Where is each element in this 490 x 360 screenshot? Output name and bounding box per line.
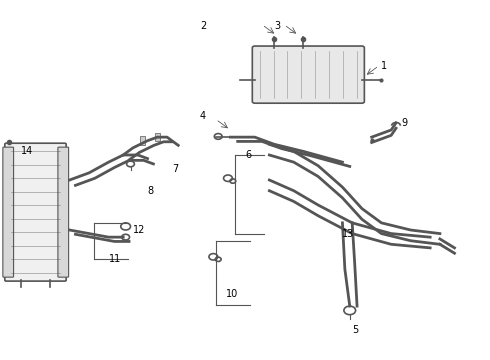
Text: 11: 11	[109, 253, 121, 264]
Text: 7: 7	[172, 164, 178, 174]
Bar	[140, 136, 145, 145]
FancyBboxPatch shape	[252, 46, 365, 103]
Text: 5: 5	[352, 325, 359, 335]
Text: 3: 3	[274, 21, 280, 31]
Text: 8: 8	[147, 186, 154, 196]
Text: 4: 4	[200, 111, 206, 121]
FancyBboxPatch shape	[58, 147, 69, 277]
Text: 9: 9	[401, 118, 407, 128]
Text: 13: 13	[343, 229, 355, 239]
Text: 12: 12	[133, 225, 146, 235]
FancyBboxPatch shape	[5, 143, 66, 281]
Text: 1: 1	[381, 61, 388, 71]
Text: 2: 2	[200, 21, 206, 31]
FancyBboxPatch shape	[3, 147, 14, 277]
Text: 14: 14	[21, 147, 33, 157]
Bar	[155, 133, 160, 141]
Text: 6: 6	[245, 150, 251, 160]
Text: 10: 10	[225, 289, 238, 299]
